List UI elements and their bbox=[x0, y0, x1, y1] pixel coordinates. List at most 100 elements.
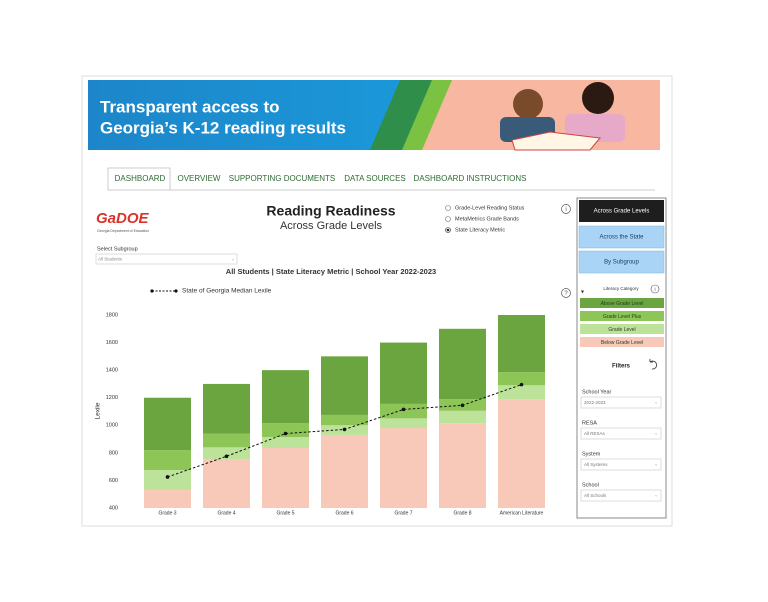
logo: GaDOE bbox=[96, 210, 150, 227]
bar-segment bbox=[144, 470, 191, 491]
button[interactable] bbox=[578, 250, 665, 274]
photo bbox=[513, 89, 543, 119]
chart: All Students | State Literacy Metric | S… bbox=[95, 267, 545, 516]
bar-segment bbox=[498, 385, 545, 400]
filter-value: All Systems bbox=[584, 462, 608, 467]
x-tick-label: Grade 8 bbox=[453, 510, 471, 516]
filter-dropdown[interactable] bbox=[580, 427, 662, 440]
median-point bbox=[519, 382, 524, 387]
photo bbox=[582, 82, 614, 114]
banner-title: Georgia’s K-12 reading results bbox=[100, 118, 346, 137]
bar-segment bbox=[203, 383, 250, 434]
y-tick-label: 1200 bbox=[106, 395, 118, 401]
tab[interactable]: DASHBOARD INSTRUCTIONS bbox=[414, 174, 527, 183]
bar-segment bbox=[262, 370, 309, 424]
bar-segment bbox=[498, 372, 545, 386]
legend-swatch bbox=[580, 324, 664, 334]
filter-dropdown[interactable] bbox=[580, 458, 662, 471]
bar-segment bbox=[498, 315, 545, 373]
chart-title: All Students | State Literacy Metric | S… bbox=[226, 267, 436, 276]
median-point bbox=[460, 403, 465, 408]
info-icon[interactable] bbox=[650, 284, 660, 294]
x-tick-label: Grade 5 bbox=[276, 510, 294, 516]
median-point bbox=[283, 431, 288, 436]
bar-segment bbox=[321, 356, 368, 415]
legend-title: Literacy Category bbox=[603, 286, 639, 291]
legend-dot bbox=[174, 289, 178, 293]
bar-segment bbox=[380, 418, 427, 429]
subgroup-value: All Students bbox=[98, 257, 123, 262]
tab[interactable]: SUPPORTING DOCUMENTS bbox=[229, 174, 336, 183]
y-tick-label: 600 bbox=[109, 478, 118, 484]
filter-label: System bbox=[582, 451, 601, 457]
radio-dot bbox=[446, 228, 450, 232]
median-point bbox=[224, 454, 229, 459]
button-active[interactable] bbox=[579, 200, 664, 222]
legend-swatch bbox=[580, 311, 664, 321]
filters-title: Filters bbox=[612, 364, 631, 370]
radio[interactable] bbox=[445, 205, 451, 211]
legend-swatch bbox=[580, 298, 664, 308]
info-icon[interactable] bbox=[561, 204, 571, 214]
bar-segment bbox=[203, 433, 250, 448]
radio[interactable] bbox=[445, 216, 451, 222]
filter-label: School bbox=[582, 482, 599, 488]
filter-dropdown[interactable] bbox=[580, 396, 662, 409]
subgroup-label: Select Subgroup bbox=[97, 246, 138, 252]
chevron: ⌄ bbox=[654, 492, 658, 498]
subgroup-dropdown[interactable] bbox=[95, 253, 238, 265]
bar-segment bbox=[144, 490, 191, 508]
bar-segment bbox=[498, 399, 545, 508]
tab[interactable]: DATA SOURCES bbox=[344, 174, 406, 183]
subtitle: Across Grade Levels bbox=[280, 220, 383, 232]
median-point bbox=[401, 407, 406, 412]
x-tick-label: Grade 7 bbox=[394, 510, 412, 516]
banner-title: Transparent access to bbox=[100, 97, 280, 116]
legend-label: State of Georgia Median Lexile bbox=[182, 288, 272, 295]
button[interactable] bbox=[578, 225, 665, 249]
bar-segment bbox=[321, 414, 368, 426]
tab[interactable]: OVERVIEW bbox=[178, 174, 221, 183]
y-tick-label: 400 bbox=[109, 505, 118, 511]
y-tick-label: 1000 bbox=[106, 423, 118, 429]
filter-dropdown[interactable] bbox=[580, 489, 662, 502]
help-icon[interactable] bbox=[561, 288, 571, 298]
radio-label[interactable]: State Literacy Metric bbox=[455, 227, 505, 233]
info-icon: i bbox=[565, 207, 566, 213]
chevron: ⌄ bbox=[654, 399, 658, 405]
bar-segment bbox=[380, 428, 427, 508]
bar-segment bbox=[380, 342, 427, 404]
x-tick-label: Grade 4 bbox=[217, 510, 235, 516]
median-point bbox=[342, 427, 347, 432]
reset-icon[interactable] bbox=[649, 359, 658, 370]
bar-segment bbox=[262, 423, 309, 438]
legend-label: Below Grade Level bbox=[601, 340, 643, 346]
button-label: By Subgroup bbox=[604, 260, 639, 266]
filters: School Year 2022-2023 ⌄ RESA All RESAs ⌄ Syste… bbox=[580, 389, 662, 502]
y-tick-label: 1800 bbox=[106, 312, 118, 318]
y-tick-label: 800 bbox=[109, 450, 118, 456]
chevron: ⌄ bbox=[654, 461, 658, 467]
y-axis-label: Lexile bbox=[95, 402, 102, 419]
title: Reading Readiness bbox=[266, 203, 395, 219]
filter-label: RESA bbox=[582, 420, 597, 426]
legend-swatch bbox=[580, 337, 664, 347]
tab-active[interactable] bbox=[107, 167, 171, 191]
bar-segment bbox=[203, 459, 250, 508]
chevron: ⌄ bbox=[654, 430, 658, 436]
stripe bbox=[402, 80, 458, 150]
tab[interactable]: DASHBOARD bbox=[115, 174, 166, 183]
y-tick-label: 1400 bbox=[106, 368, 118, 374]
bar-segment bbox=[439, 328, 486, 400]
x-tick-label: Grade 6 bbox=[335, 510, 353, 516]
collapse-caret[interactable]: ▾ bbox=[581, 290, 584, 296]
bar-segment bbox=[144, 450, 191, 471]
radio-label[interactable]: Grade-Level Reading Status bbox=[455, 205, 525, 211]
logo-caption: Georgia Department of Education bbox=[97, 229, 149, 233]
radio-label[interactable]: MetaMetrics Grade Bands bbox=[455, 216, 519, 222]
legend: Below Grade Level Grade Level Grade Level … bbox=[580, 298, 664, 347]
bar-segment bbox=[203, 447, 250, 460]
bar-segment bbox=[321, 434, 368, 508]
